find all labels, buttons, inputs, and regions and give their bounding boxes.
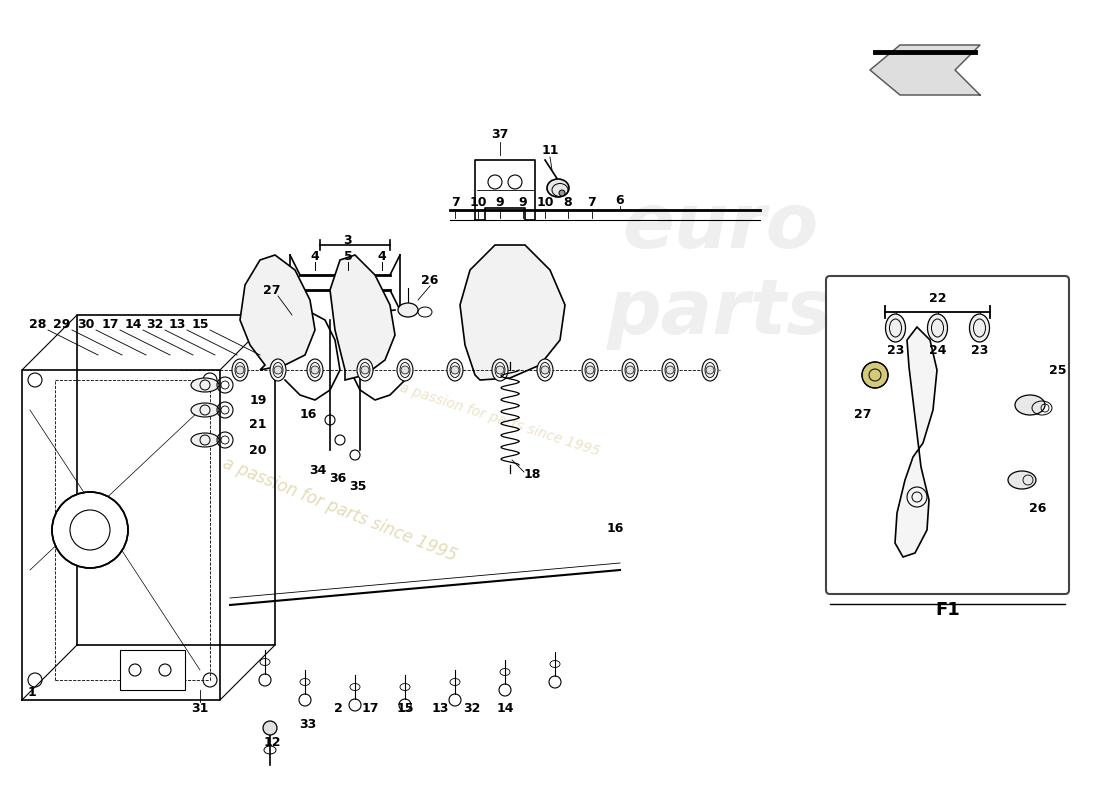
Text: 6: 6 [616,194,625,206]
Text: 16: 16 [606,522,624,534]
Ellipse shape [1008,471,1036,489]
Ellipse shape [702,359,718,381]
Text: 27: 27 [263,283,280,297]
Text: euro
parts: euro parts [607,190,833,350]
Text: 14: 14 [124,318,142,331]
Text: 19: 19 [250,394,266,406]
Text: 9: 9 [496,195,504,209]
Text: 32: 32 [146,318,164,331]
Text: 4: 4 [377,250,386,263]
Text: 7: 7 [451,195,460,209]
Text: 4: 4 [310,250,319,263]
Ellipse shape [232,359,248,381]
Text: 29: 29 [53,318,70,331]
Text: 16: 16 [299,409,317,422]
Circle shape [274,366,282,374]
Ellipse shape [397,359,412,381]
FancyBboxPatch shape [120,650,185,690]
Text: F1: F1 [935,601,960,619]
Text: 10: 10 [537,195,553,209]
Text: 20: 20 [250,443,266,457]
Ellipse shape [492,359,508,381]
Circle shape [559,190,565,196]
Text: 3: 3 [343,234,352,246]
Text: 28: 28 [30,318,46,331]
Text: 15: 15 [396,702,414,714]
Text: 5: 5 [343,250,352,263]
Polygon shape [870,45,980,95]
Text: 34: 34 [309,463,327,477]
Text: 9: 9 [519,195,527,209]
Circle shape [263,721,277,735]
Text: 18: 18 [524,469,541,482]
Text: 26: 26 [421,274,439,286]
Ellipse shape [969,314,990,342]
Text: 36: 36 [329,471,346,485]
Ellipse shape [621,359,638,381]
Ellipse shape [662,359,678,381]
Text: 7: 7 [587,195,596,209]
Circle shape [52,492,128,568]
Ellipse shape [191,433,219,447]
Polygon shape [895,327,937,557]
Ellipse shape [191,403,219,417]
Text: 23: 23 [971,343,988,357]
Text: 13: 13 [168,318,186,331]
Text: 10: 10 [470,195,486,209]
Polygon shape [460,245,565,380]
Text: 25: 25 [1049,363,1067,377]
Text: 33: 33 [299,718,317,731]
Circle shape [626,366,634,374]
FancyBboxPatch shape [826,276,1069,594]
Ellipse shape [1015,395,1045,415]
Ellipse shape [191,378,219,392]
Circle shape [311,366,319,374]
Circle shape [451,366,459,374]
Text: 2: 2 [333,702,342,714]
Text: 14: 14 [496,702,514,714]
Text: 23: 23 [887,343,904,357]
Text: 17: 17 [101,318,119,331]
Circle shape [706,366,714,374]
Text: 15: 15 [191,318,209,331]
Text: 17: 17 [361,702,378,714]
Circle shape [402,366,409,374]
Text: 22: 22 [928,291,946,305]
Text: 32: 32 [463,702,481,714]
Text: 8: 8 [563,195,572,209]
Text: 21: 21 [250,418,266,431]
Text: 26: 26 [1030,502,1047,514]
Ellipse shape [307,359,323,381]
Text: 30: 30 [77,318,95,331]
Circle shape [666,366,674,374]
Text: a passion for parts since 1995: a passion for parts since 1995 [398,381,602,459]
Text: 31: 31 [191,702,209,714]
Ellipse shape [270,359,286,381]
Text: 13: 13 [431,702,449,714]
Circle shape [496,366,504,374]
Text: 12: 12 [263,735,280,749]
Ellipse shape [547,179,569,197]
Ellipse shape [398,303,418,317]
Circle shape [541,366,549,374]
Text: 11: 11 [541,143,559,157]
Circle shape [361,366,368,374]
Polygon shape [330,255,395,380]
Circle shape [862,362,888,388]
Circle shape [586,366,594,374]
Text: a passion for parts since 1995: a passion for parts since 1995 [220,454,460,566]
Ellipse shape [582,359,598,381]
Ellipse shape [886,314,905,342]
Polygon shape [240,255,315,370]
Text: 1: 1 [28,686,36,698]
Text: 27: 27 [855,409,871,422]
Ellipse shape [537,359,553,381]
Text: 37: 37 [492,129,508,142]
Circle shape [236,366,244,374]
Ellipse shape [358,359,373,381]
Text: 24: 24 [928,343,946,357]
Text: 35: 35 [350,479,366,493]
Ellipse shape [927,314,947,342]
Ellipse shape [447,359,463,381]
